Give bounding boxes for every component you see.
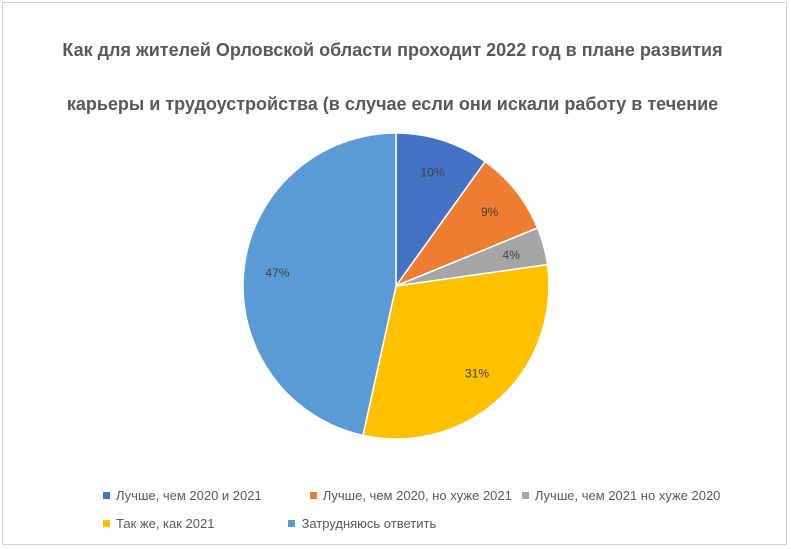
- legend-label-2: Лучше, чем 2020, но хуже 2021: [322, 488, 512, 503]
- legend-swatch-5: [288, 520, 296, 527]
- legend-label-5: Затрудняюсь ответить: [301, 516, 437, 531]
- pie-data-label-1: 10%: [421, 165, 445, 179]
- chart-title-line-1: Как для жителей Орловской области проход…: [62, 40, 723, 60]
- legend-swatch-1: [103, 492, 110, 499]
- chart-title-line-2: карьеры и трудоустройства (в случае если…: [66, 94, 719, 114]
- legend-item-4: Так же, как 2021: [103, 516, 214, 531]
- legend-item-5: Затрудняюсь ответить: [288, 516, 436, 531]
- legend-label-4: Так же, как 2021: [116, 516, 215, 531]
- legend-item-1: Лучше, чем 2020 и 2021: [103, 488, 262, 503]
- legend-item-3: Лучше, чем 2021 но хуже 2020: [521, 488, 721, 503]
- legend-swatch-4: [103, 520, 110, 527]
- pie-slice-4: [362, 263, 550, 440]
- pie-data-label-3: 4%: [503, 248, 521, 262]
- legend-row-2: Так же, как 2021 Затрудняюсь ответить: [103, 516, 446, 531]
- pie-data-label-2: 9%: [481, 205, 499, 219]
- legend-swatch-2: [309, 492, 317, 499]
- legend-label-1: Лучше, чем 2020 и 2021: [116, 488, 262, 503]
- pie-data-label-5: 47%: [265, 266, 289, 280]
- pie-slice-5: [242, 132, 397, 437]
- pie-slice-1: [395, 132, 487, 289]
- pie-slice-2: [393, 160, 539, 288]
- legend-item-2: Лучше, чем 2020, но хуже 2021: [309, 488, 512, 503]
- legend-row-1: Лучше, чем 2020 и 2021 Лучше, чем 2020, …: [103, 488, 730, 503]
- pie-data-label-4: 31%: [465, 367, 489, 381]
- legend-label-3: Лучше, чем 2021 но хуже 2020: [534, 488, 721, 503]
- legend-swatch-3: [521, 492, 529, 499]
